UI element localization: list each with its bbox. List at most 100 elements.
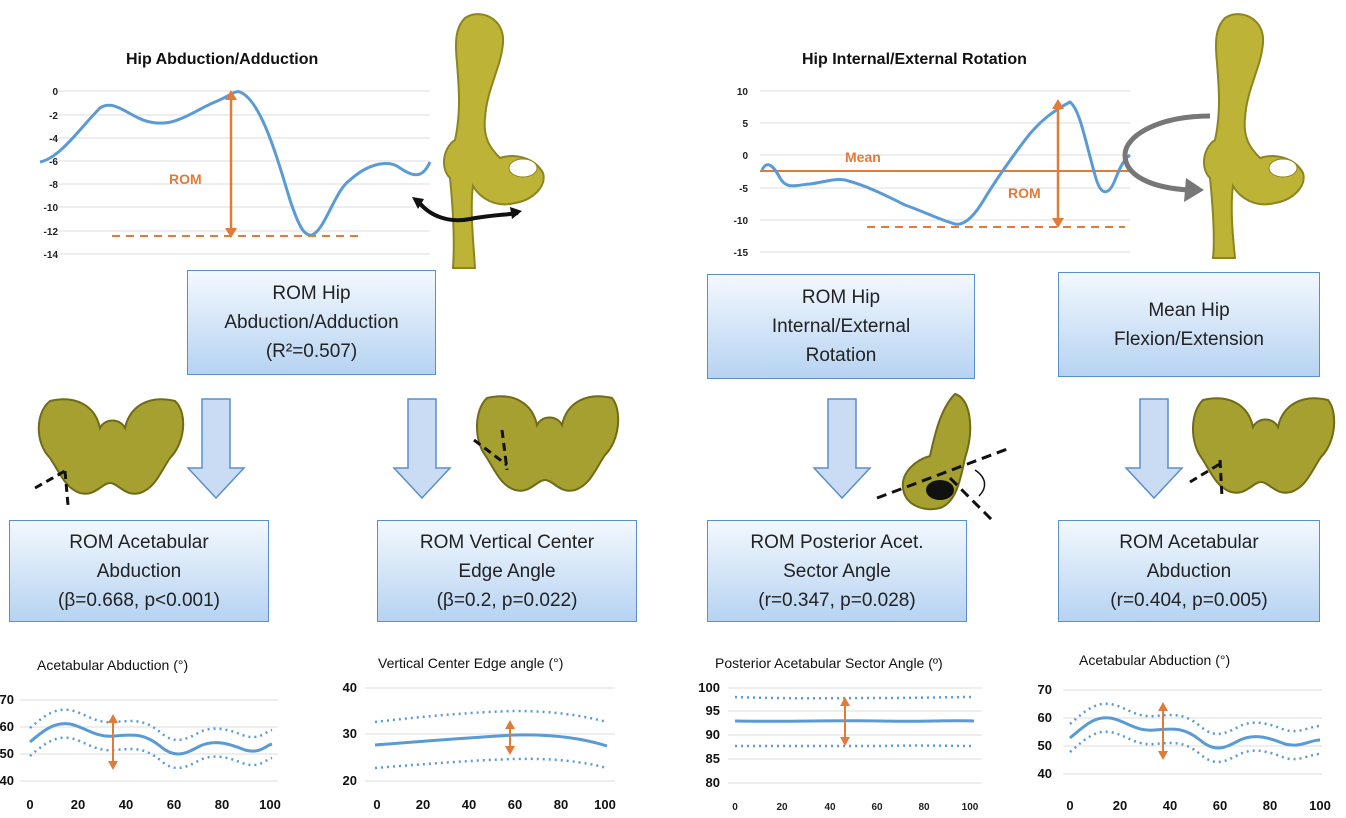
y-tick: 100	[698, 680, 720, 695]
box-rom-acet-abd2: ROM Acetabular Abduction (r=0.404, p=0.005…	[1058, 520, 1320, 622]
box-line: Abduction/Adduction	[224, 312, 399, 333]
box-line: Sector Angle	[783, 560, 891, 582]
x-tick: 20	[776, 802, 788, 813]
y-tick: 80	[706, 775, 720, 790]
small-chart-title: Acetabular Abduction (°)	[1079, 652, 1231, 668]
y-tick: 85	[706, 751, 720, 766]
y-tick: 0	[52, 87, 58, 98]
box-rom-vcea: ROM Vertical Center Edge Angle (β=0.2, p=0…	[377, 520, 637, 622]
y-tick: 40	[0, 773, 14, 788]
pelvis-bone-icon	[1189, 397, 1336, 498]
x-tick: 40	[1163, 798, 1177, 813]
y-tick: 20	[343, 773, 357, 788]
hip-abd-chart: 0 -2 -4 -6 -8 -10 -12 -14 ROM	[39, 87, 432, 261]
pelvis-bone-icon	[34, 398, 185, 506]
y-tick: 60	[0, 719, 14, 734]
y-tick: -8	[49, 180, 58, 191]
x-tick: 0	[26, 797, 33, 812]
down-arrow-icon	[812, 398, 872, 500]
pelvis-bone-icon	[473, 395, 620, 492]
femur-bone-icon	[443, 13, 545, 269]
box-line: Rotation	[805, 345, 877, 366]
rotation-arrow-icon	[1122, 113, 1211, 202]
box-line: Internal/External	[771, 316, 911, 337]
y-tick: -6	[49, 157, 58, 168]
box-line: ROM Acetabular	[1119, 531, 1259, 553]
down-arrow-icon	[392, 398, 452, 500]
x-tick: 40	[824, 802, 836, 813]
box-line: ROM Vertical Center	[419, 531, 595, 553]
rot-curve	[760, 100, 1131, 226]
x-tick: 100	[1309, 798, 1331, 813]
y-tick: 40	[343, 680, 357, 695]
y-tick: 60	[1038, 710, 1052, 725]
x-tick: 80	[1263, 798, 1277, 813]
femur-bone-icon	[1203, 13, 1305, 259]
x-tick: 80	[554, 797, 568, 812]
y-tick: -15	[734, 248, 749, 259]
pelvis-bone-icon	[876, 392, 1011, 525]
y-tick: -5	[739, 184, 748, 195]
chart-title-hip-rot: Hip Internal/External Rotation	[802, 51, 1027, 68]
rotation-arrow-icon	[412, 197, 522, 223]
box-mean-hip-flex: Mean Hip Flexion/Extension	[1058, 272, 1320, 377]
box-line: Edge Angle	[458, 560, 556, 582]
x-tick: 80	[918, 802, 930, 813]
y-tick: -10	[44, 203, 59, 214]
box-line: Flexion/Extension	[1114, 328, 1264, 350]
box-line: ROM Hip	[272, 283, 351, 304]
x-tick: 100	[259, 797, 281, 812]
y-tick: -4	[49, 134, 58, 145]
y-tick: -2	[49, 111, 58, 122]
rom-label: ROM	[169, 171, 202, 187]
x-tick: 60	[508, 797, 522, 812]
abd-curve	[39, 90, 432, 237]
y-tick: 5	[742, 119, 748, 130]
small-chart-acet-abd2: 70 60 50 40 0 20 40 60 80 100	[1038, 682, 1331, 813]
box-line: (r=0.404, p=0.005)	[1110, 589, 1268, 611]
box-rom-pasa: ROM Posterior Acet. Sector Angle (r=0.347,…	[707, 520, 967, 622]
x-tick: 20	[1113, 798, 1127, 813]
small-chart-pasa: 100 95 90 85 80 0 20 40 60 80 100	[698, 680, 982, 813]
y-tick: 50	[1038, 738, 1052, 753]
y-tick: 10	[737, 87, 749, 98]
x-tick: 40	[119, 797, 133, 812]
box-rom-hip-rot: ROM Hip Internal/External Rotation	[707, 274, 975, 379]
down-arrow-icon	[1124, 398, 1184, 500]
y-tick: 70	[1038, 682, 1052, 697]
chart-title-hip-abd: Hip Abduction/Adduction	[126, 51, 319, 68]
x-tick: 60	[871, 802, 883, 813]
y-tick: 50	[0, 746, 14, 761]
y-tick: 70	[0, 692, 14, 707]
down-arrow-icon	[186, 398, 246, 500]
box-line: (r=0.347, p=0.028)	[758, 589, 916, 611]
x-tick: 100	[962, 802, 979, 813]
y-tick: -12	[44, 227, 59, 238]
x-tick: 0	[732, 802, 738, 813]
box-line: ROM Acetabular	[69, 531, 209, 553]
y-tick: 30	[343, 726, 357, 741]
x-tick: 60	[1213, 798, 1227, 813]
box-line: Mean Hip	[1148, 299, 1230, 321]
y-tick: 95	[706, 703, 720, 718]
hip-rot-chart: 10 5 0 -5 -10 -15 Mean ROM	[734, 87, 1131, 259]
box-line: (β=0.2, p=0.022)	[436, 589, 578, 611]
y-tick: 90	[706, 727, 720, 742]
rom-label: ROM	[1008, 185, 1041, 201]
box-line: Abduction	[1146, 560, 1232, 582]
box-line: ROM Posterior Acet.	[750, 531, 924, 553]
x-tick: 40	[462, 797, 476, 812]
box-rom-acet-abd: ROM Acetabular Abduction (β=0.668, p<0.001…	[9, 520, 269, 622]
y-tick: 40	[1038, 766, 1052, 781]
y-tick: -14	[44, 250, 59, 261]
small-chart-title: Posterior Acetabular Sector Angle (º)	[715, 655, 943, 671]
x-tick: 0	[1066, 798, 1073, 813]
x-tick: 80	[215, 797, 229, 812]
y-tick: -10	[734, 216, 749, 227]
x-tick: 100	[594, 797, 616, 812]
box-line: (R²=0.507)	[265, 341, 358, 362]
x-tick: 20	[71, 797, 85, 812]
x-tick: 60	[167, 797, 181, 812]
mean-label: Mean	[845, 149, 881, 165]
small-chart-acet-abd: 70 60 50 40 0 20 40 60 80 100	[0, 692, 281, 812]
